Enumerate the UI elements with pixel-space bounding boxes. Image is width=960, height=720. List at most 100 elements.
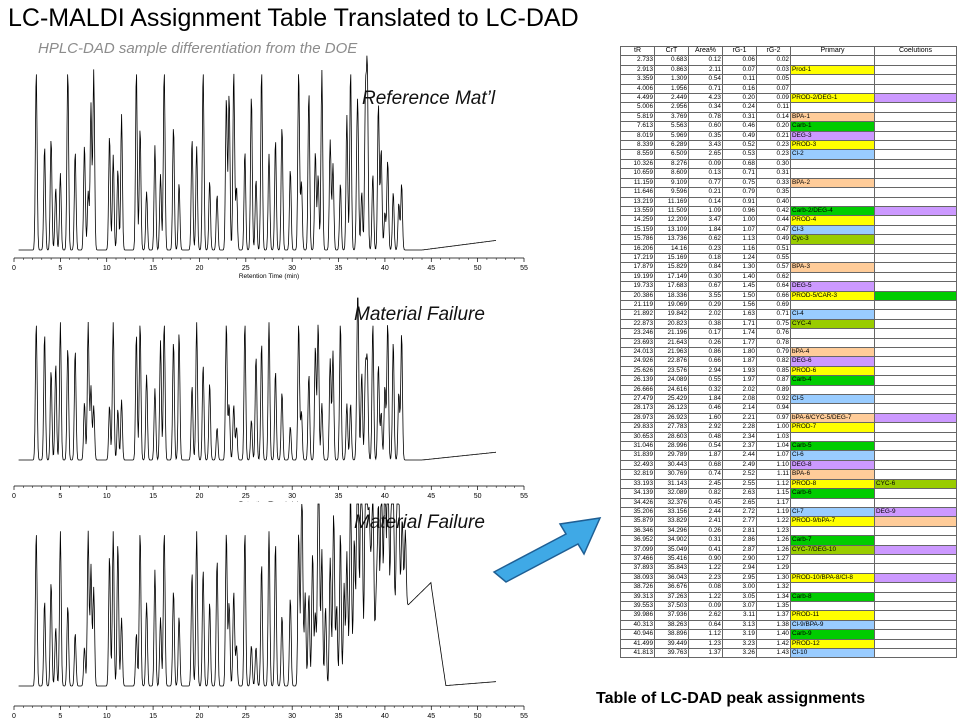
table-cell: 13.736 [654, 234, 689, 245]
table-cell: 1.84 [688, 394, 723, 405]
primary-cell [790, 582, 875, 593]
primary-cell: Cl-3 [790, 224, 875, 236]
table-row: 39.313 37.263 1.22 3.05 1.34 Carb-8 [620, 591, 957, 602]
coelutions-cell [874, 121, 957, 132]
primary-cell [790, 271, 875, 283]
coelutions-cell [874, 450, 957, 461]
table-cell: 0.18 [688, 252, 723, 264]
primary-cell: Cl-4 [790, 309, 875, 320]
table-cell: 0.87 [756, 375, 791, 386]
table-cell: 0.57 [756, 262, 791, 273]
table-cell: 0.76 [756, 328, 791, 339]
table-cell: 5.006 [620, 102, 655, 113]
table-cell: 1.87 [722, 356, 757, 367]
table-cell: 0.14 [756, 111, 791, 123]
x-tick-label: 10 [103, 493, 111, 500]
coelutions-cell [874, 629, 957, 640]
primary-cell: Carb-1 [790, 121, 875, 132]
table-cell: 19.199 [620, 271, 655, 283]
table-cell: 13.109 [654, 224, 689, 236]
coelutions-cell [874, 544, 957, 555]
table-row: 10.326 8.276 0.09 0.68 0.30 [620, 158, 957, 170]
primary-cell: CYC-4 [790, 318, 875, 330]
table-cell: 10.659 [620, 168, 655, 179]
table-cell: 8.609 [654, 168, 689, 179]
x-tick-label: 5 [58, 493, 62, 500]
table-cell: 3.13 [722, 619, 757, 631]
coelutions-cell [874, 384, 957, 396]
table-cell: 0.92 [756, 394, 791, 405]
coelutions-cell [874, 365, 957, 377]
table-cell: 1.42 [756, 638, 791, 650]
arrow-icon [492, 517, 602, 583]
table-cell: 1.22 [688, 563, 723, 574]
table-cell: 4.006 [620, 83, 655, 95]
table-cell: 35.206 [620, 506, 655, 518]
table-cell: 28.973 [620, 412, 655, 424]
table-cell: 0.13 [688, 168, 723, 179]
table-cell: 5.563 [654, 121, 689, 132]
table-cell: 31.046 [620, 441, 655, 452]
table-cell: 15.829 [654, 262, 689, 273]
table-cell: 0.79 [756, 346, 791, 358]
table-cell: 1.12 [688, 629, 723, 640]
table-cell: 9.109 [654, 177, 689, 189]
table-cell: 26.923 [654, 412, 689, 424]
primary-cell [790, 74, 875, 85]
coelutions-cell [874, 356, 957, 367]
table-cell: 0.29 [688, 299, 723, 311]
table-cell: 0.02 [756, 55, 791, 66]
table-cell: 0.67 [688, 281, 723, 292]
table-cell: 2.86 [722, 535, 757, 546]
table-cell: 23.576 [654, 365, 689, 377]
table-cell: 0.54 [688, 441, 723, 452]
table-cell: 0.45 [688, 497, 723, 508]
primary-cell [790, 328, 875, 339]
x-tick-label: 45 [427, 713, 435, 720]
table-cell: 0.23 [756, 140, 791, 151]
table-cell: 0.21 [688, 187, 723, 198]
x-tick-label: 30 [288, 493, 296, 500]
table-cell: 3.05 [722, 591, 757, 602]
coelutions-cell [874, 102, 957, 113]
primary-cell: bPA-6/CYC-5/DEG-7 [790, 412, 875, 424]
table-cell: 23.246 [620, 328, 655, 339]
table-cell: 37.466 [620, 553, 655, 565]
table-cell: 2.37 [722, 441, 757, 452]
table-cell: 20.386 [620, 290, 655, 301]
table-cell: 37.503 [654, 600, 689, 612]
table-cell: 4.499 [620, 93, 655, 104]
table-cell: 24.616 [654, 384, 689, 396]
table-cell: 17.219 [620, 252, 655, 264]
table-cell: 1.32 [756, 582, 791, 593]
table-cell: 0.49 [756, 234, 791, 245]
table-row: 24.013 21.963 0.86 1.80 0.79 bPA-4 [620, 346, 957, 358]
table-cell: 0.75 [722, 177, 757, 189]
table-cell: 15.786 [620, 234, 655, 245]
table-cell: 0.31 [722, 111, 757, 123]
coelutions-cell [874, 74, 957, 85]
table-cell: 1.07 [722, 224, 757, 236]
table-cell: 13.559 [620, 205, 655, 217]
table-cell: 1.09 [688, 205, 723, 217]
table-column-header: rG-2 [756, 45, 791, 57]
table-cell: 25.626 [620, 365, 655, 377]
table-cell: 40.313 [620, 619, 655, 631]
page-subtitle: HPLC-DAD sample differentiation from the… [38, 40, 358, 57]
table-cell: 37.263 [654, 591, 689, 602]
table-cell: 2.02 [688, 309, 723, 320]
primary-cell: Cl-9/BPA-9 [790, 619, 875, 631]
table-cell: 2.14 [722, 403, 757, 414]
table-cell: 2.34 [722, 431, 757, 443]
table-cell: 1.24 [722, 252, 757, 264]
table-cell: 2.77 [722, 516, 757, 527]
table-cell: 0.07 [722, 64, 757, 76]
table-cell: 0.60 [688, 121, 723, 132]
table-cell: 1.04 [756, 441, 791, 452]
table-column-header: Primary [790, 45, 875, 57]
table-cell: 0.62 [688, 234, 723, 245]
table-cell: 1.19 [756, 506, 791, 518]
table-cell: 33.193 [620, 478, 655, 490]
primary-cell: PROD-9/bPA-7 [790, 516, 875, 527]
primary-cell: bPA-4 [790, 346, 875, 358]
